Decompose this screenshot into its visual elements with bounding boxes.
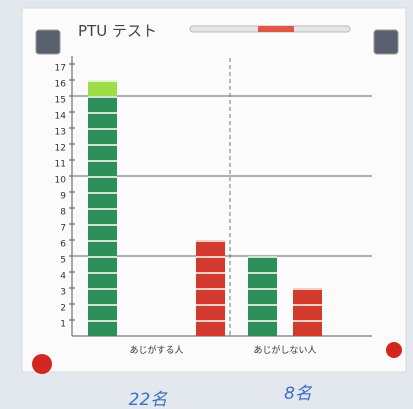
y-tick-label: 5 (60, 256, 66, 266)
y-tick-label: 3 (60, 288, 66, 298)
magnet (32, 354, 52, 374)
bar (88, 80, 117, 96)
handwritten-note: 8名 (284, 384, 313, 404)
bar (248, 256, 277, 336)
y-tick-label: 15 (55, 96, 66, 106)
magnet (373, 29, 399, 55)
y-tick-label: 10 (55, 176, 67, 186)
strip-mark (258, 26, 294, 32)
y-tick-label: 17 (55, 64, 66, 74)
x-tick-label: あじがする人 (129, 344, 183, 356)
y-tick-label: 12 (55, 144, 66, 154)
y-tick-label: 9 (60, 192, 66, 202)
y-tick-label: 13 (55, 128, 66, 138)
handwritten-note: 22名 (129, 390, 169, 409)
y-tick-label: 2 (60, 304, 66, 314)
y-tick-label: 14 (55, 112, 67, 122)
bar (293, 288, 322, 336)
bar (88, 96, 117, 336)
x-tick-label: あじがしない人 (253, 344, 316, 356)
bar (196, 240, 225, 336)
magnet (386, 342, 402, 358)
y-tick-label: 6 (60, 240, 66, 250)
y-tick-label: 11 (55, 160, 66, 170)
y-tick-label: 4 (60, 272, 66, 282)
y-tick-label: 8 (60, 208, 66, 218)
y-tick-label: 16 (55, 80, 67, 90)
y-tick-label: 7 (60, 224, 66, 234)
magnet (35, 29, 61, 55)
y-tick-label: 1 (60, 320, 66, 330)
chart-title: PTU テスト (78, 22, 157, 40)
